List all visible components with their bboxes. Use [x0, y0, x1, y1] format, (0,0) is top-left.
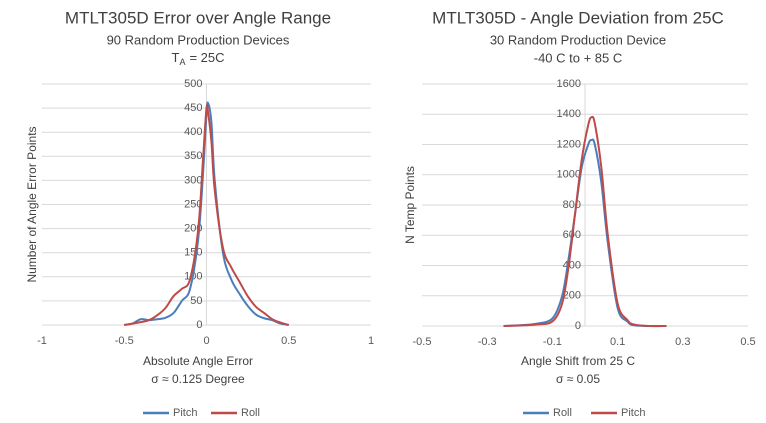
y-tick-label: 0 — [196, 319, 202, 331]
y-tick-label: 250 — [184, 198, 202, 210]
x-tick-label: 0.5 — [281, 335, 296, 347]
line-series — [124, 101, 289, 326]
y-axis-label: Number of Angle Error Points — [25, 126, 39, 282]
chart-subtitle: 90 Random Production Devices — [107, 32, 290, 47]
chart-subtitle: -40 C to + 85 C — [534, 50, 623, 65]
y-tick-label: 500 — [184, 78, 202, 90]
y-tick-label: 450 — [184, 102, 202, 114]
x-tick-label: -0.5 — [115, 335, 134, 347]
y-tick-label: 1400 — [557, 108, 581, 120]
y-tick-label: 200 — [563, 290, 581, 302]
x-axis-label: σ ≈ 0.125 Degree — [151, 372, 245, 386]
y-tick-label: 350 — [184, 150, 202, 162]
legend-label: Pitch — [173, 407, 197, 419]
x-tick-label: 0.5 — [740, 336, 755, 348]
line-series — [503, 115, 667, 328]
x-tick-label: -0.3 — [478, 336, 497, 348]
x-tick-label: 0 — [203, 335, 209, 347]
y-tick-label: 800 — [563, 199, 581, 211]
y-tick-label: 400 — [184, 126, 202, 138]
subtitle-rest: = 25C — [189, 50, 224, 65]
chart-subtitle: TA = 25C — [171, 50, 224, 67]
x-tick-label: 0.3 — [675, 336, 690, 348]
y-tick-label: 400 — [563, 259, 581, 271]
y-tick-label: 1200 — [557, 138, 581, 150]
line-series — [124, 103, 290, 326]
chart-subtitle: 30 Random Production Device — [490, 32, 666, 47]
y-tick-label: 300 — [184, 174, 202, 186]
legend-label: Roll — [241, 407, 260, 419]
x-tick-label: -0.1 — [543, 336, 562, 348]
legend: Pitch Roll — [143, 407, 260, 419]
x-tick-label: 0.1 — [610, 336, 625, 348]
y-axis-label: N Temp Points — [403, 166, 417, 244]
x-axis-label: Angle Shift from 25 C — [521, 354, 635, 368]
legend-label: Pitch — [621, 407, 645, 419]
legend-label: Roll — [553, 407, 572, 419]
x-axis-label: Absolute Angle Error — [143, 354, 253, 368]
x-tick-label: 1 — [368, 335, 374, 347]
y-tick-label: 1600 — [557, 78, 581, 90]
y-tick-label: 50 — [190, 295, 202, 307]
x-tick-label: -1 — [37, 335, 47, 347]
y-tick-label: 1000 — [557, 169, 581, 181]
chart-title: MTLT305D Error over Angle Range — [65, 8, 331, 27]
y-tick-label: 0 — [575, 320, 581, 332]
legend: Roll Pitch — [523, 407, 645, 419]
x-axis-label: σ ≈ 0.05 — [556, 372, 600, 386]
chart-title: MTLT305D - Angle Deviation from 25C — [432, 8, 724, 27]
y-tick-label: 150 — [184, 247, 202, 259]
symbol-subscript: A — [179, 57, 185, 67]
x-tick-label: -0.5 — [413, 336, 432, 348]
symbol: T — [171, 50, 179, 65]
